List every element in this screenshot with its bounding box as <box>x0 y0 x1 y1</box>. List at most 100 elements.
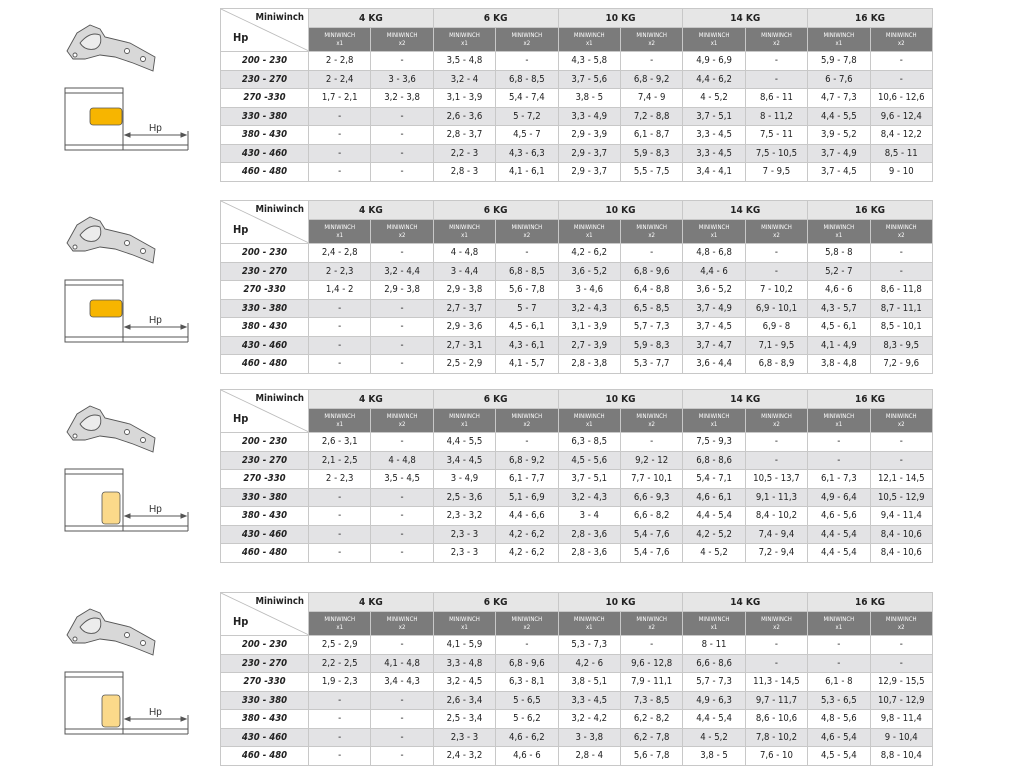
miniwinch-count-header: MINIWINCH x1 <box>432 611 497 636</box>
value-cell: 3 - 4 <box>557 506 621 526</box>
miniwinch-name: MINIWINCH <box>324 223 356 231</box>
value-cell: 2,5 - 3,4 <box>432 709 497 729</box>
value-cell: 5,9 - 7,8 <box>807 51 871 71</box>
miniwinch-count: x1 <box>461 39 468 47</box>
miniwinch-count: x2 <box>773 623 780 631</box>
miniwinch-name: MINIWINCH <box>698 31 730 39</box>
value-cell: 2,3 - 3 <box>432 727 497 747</box>
weight-header: 14 KG <box>682 200 809 220</box>
value-cell: 4,5 - 7 <box>495 125 559 145</box>
hp-range-cell: 230 - 270 <box>220 261 309 281</box>
miniwinch-count-header: MINIWINCH x2 <box>619 611 684 636</box>
miniwinch-name: MINIWINCH <box>761 615 792 623</box>
value-cell: - <box>307 354 372 374</box>
weight-header-row: Miniwinch Hp 4 KG 6 KG 10 KG 14 KG 16 KG <box>220 200 933 244</box>
mounting-plate-icon <box>101 491 121 525</box>
value-cell: 6,8 - 9,6 <box>619 261 684 281</box>
value-cell: 4,8 - 6,8 <box>682 243 746 263</box>
weight-header-row: Miniwinch Hp 4 KG 6 KG 10 KG 14 KG 16 KG <box>220 389 933 433</box>
value-cell: 4,4 - 6,2 <box>682 69 746 89</box>
value-cell: 5 - 6,2 <box>495 709 559 729</box>
miniwinch-count: x2 <box>523 420 531 428</box>
value-cell: 4,9 - 6,3 <box>682 690 746 710</box>
value-cell: 10,5 - 13,7 <box>744 469 809 489</box>
miniwinch-count-header: MINIWINCH x2 <box>744 219 809 244</box>
table-row: 200 - 230 2 - 2,8-3,5 - 4,8-4,3 - 5,8-4,9… <box>220 51 933 71</box>
value-cell: 4 - 5,2 <box>682 543 746 563</box>
hp-range-cell: 330 - 380 <box>220 487 309 507</box>
value-cell: 8,7 - 11,1 <box>869 298 933 318</box>
value-cell: 2,9 - 3,7 <box>557 162 621 182</box>
value-cell: - <box>370 709 434 729</box>
miniwinch-label: Miniwinch <box>255 204 304 215</box>
value-cell: 7 - 9,5 <box>744 162 809 182</box>
miniwinch-count-header: MINIWINCH x1 <box>557 408 621 433</box>
miniwinch-count-header: MINIWINCH x2 <box>495 219 559 244</box>
table-row: 460 - 480- -2,5 - 2,9 4,1 - 5,7 2,8 - 3,8 5,… <box>220 354 933 374</box>
value-cell: 9,6 - 12,8 <box>619 653 684 673</box>
miniwinch-count: x2 <box>523 623 531 631</box>
value-cell: 2,9 - 3,7 <box>557 143 621 163</box>
miniwinch-count-header: MINIWINCH x1 <box>307 27 372 52</box>
miniwinch-count: x2 <box>523 231 531 239</box>
value-cell: 2,4 - 3,2 <box>432 746 497 766</box>
miniwinch-count: x1 <box>461 231 468 239</box>
miniwinch-count-header: MINIWINCH x1 <box>557 27 621 52</box>
miniwinch-count: x1 <box>835 420 843 428</box>
miniwinch-count: x1 <box>710 39 718 47</box>
value-cell: 4,2 - 5,2 <box>682 524 746 544</box>
miniwinch-count: x2 <box>897 39 905 47</box>
cabinet-section-icon <box>64 279 189 343</box>
value-cell: 4,7 - 7,3 <box>807 88 871 108</box>
miniwinch-name: MINIWINCH <box>698 223 730 231</box>
value-cell: 2,3 - 3,2 <box>432 506 497 526</box>
value-cell: 4,3 - 5,7 <box>807 298 871 318</box>
miniwinch-count: x1 <box>585 39 593 47</box>
value-cell: 3,4 - 4,1 <box>682 162 746 182</box>
weight-header: 16 KG <box>807 200 933 220</box>
table-row: 430 - 460- -2,2 - 3 4,3 - 6,3 2,9 - 3,7 5,9 … <box>220 143 933 163</box>
miniwinch-count: x1 <box>585 231 593 239</box>
miniwinch-count: x2 <box>523 39 531 47</box>
value-cell: - <box>744 261 809 281</box>
miniwinch-name: MINIWINCH <box>636 31 667 39</box>
value-cell: 2,7 - 3,9 <box>557 335 621 355</box>
value-cell: 6,1 - 7,3 <box>807 469 871 489</box>
value-cell: 4,8 - 5,6 <box>807 709 871 729</box>
value-cell: - <box>370 727 434 747</box>
table-row: 200 - 230 2,6 - 3,1-4,4 - 5,5-6,3 - 8,5-7… <box>220 432 933 452</box>
table-row: 430 - 460- -2,7 - 3,1 4,3 - 6,1 2,7 - 3,9 5,… <box>220 335 933 355</box>
miniwinch-count: x1 <box>336 623 344 631</box>
miniwinch-name: MINIWINCH <box>761 412 792 420</box>
value-cell: - <box>619 635 684 655</box>
value-cell: 9,7 - 11,7 <box>744 690 809 710</box>
miniwinch-name: MINIWINCH <box>449 31 480 39</box>
hp-range-cell: 270 -330 <box>220 672 309 692</box>
value-cell: 4,6 - 5,6 <box>807 506 871 526</box>
value-cell: 4,4 - 5,5 <box>807 106 871 126</box>
value-cell: 6,8 - 8,9 <box>744 354 809 374</box>
value-cell: 4,5 - 6,1 <box>495 317 559 337</box>
hp-range-cell: 270 -330 <box>220 280 309 300</box>
value-cell: 5,6 - 7,8 <box>495 280 559 300</box>
value-cell: - <box>869 635 933 655</box>
value-cell: 9,2 - 12 <box>619 450 684 470</box>
value-cell: 7,4 - 9 <box>619 88 684 108</box>
miniwinch-count: x2 <box>648 623 655 631</box>
value-cell: - <box>744 635 809 655</box>
value-cell: 7,4 - 9,4 <box>744 524 809 544</box>
value-cell: 6,8 - 9,2 <box>495 450 559 470</box>
value-cell: - <box>307 727 372 747</box>
value-cell: 7,6 - 10 <box>744 746 809 766</box>
value-cell: 4,6 - 6 <box>807 280 871 300</box>
value-cell: - <box>807 635 871 655</box>
value-cell: - <box>869 261 933 281</box>
value-cell: 6,1 - 7,7 <box>495 469 559 489</box>
value-cell: 3,4 - 4,3 <box>370 672 434 692</box>
value-cell: 4,4 - 5,4 <box>682 506 746 526</box>
value-cell: 5,4 - 7,6 <box>619 543 684 563</box>
miniwinch-count: x1 <box>710 623 718 631</box>
hp-dimension-label: Hp <box>149 123 162 134</box>
value-cell: - <box>370 298 434 318</box>
value-cell: 7,2 - 9,4 <box>744 543 809 563</box>
